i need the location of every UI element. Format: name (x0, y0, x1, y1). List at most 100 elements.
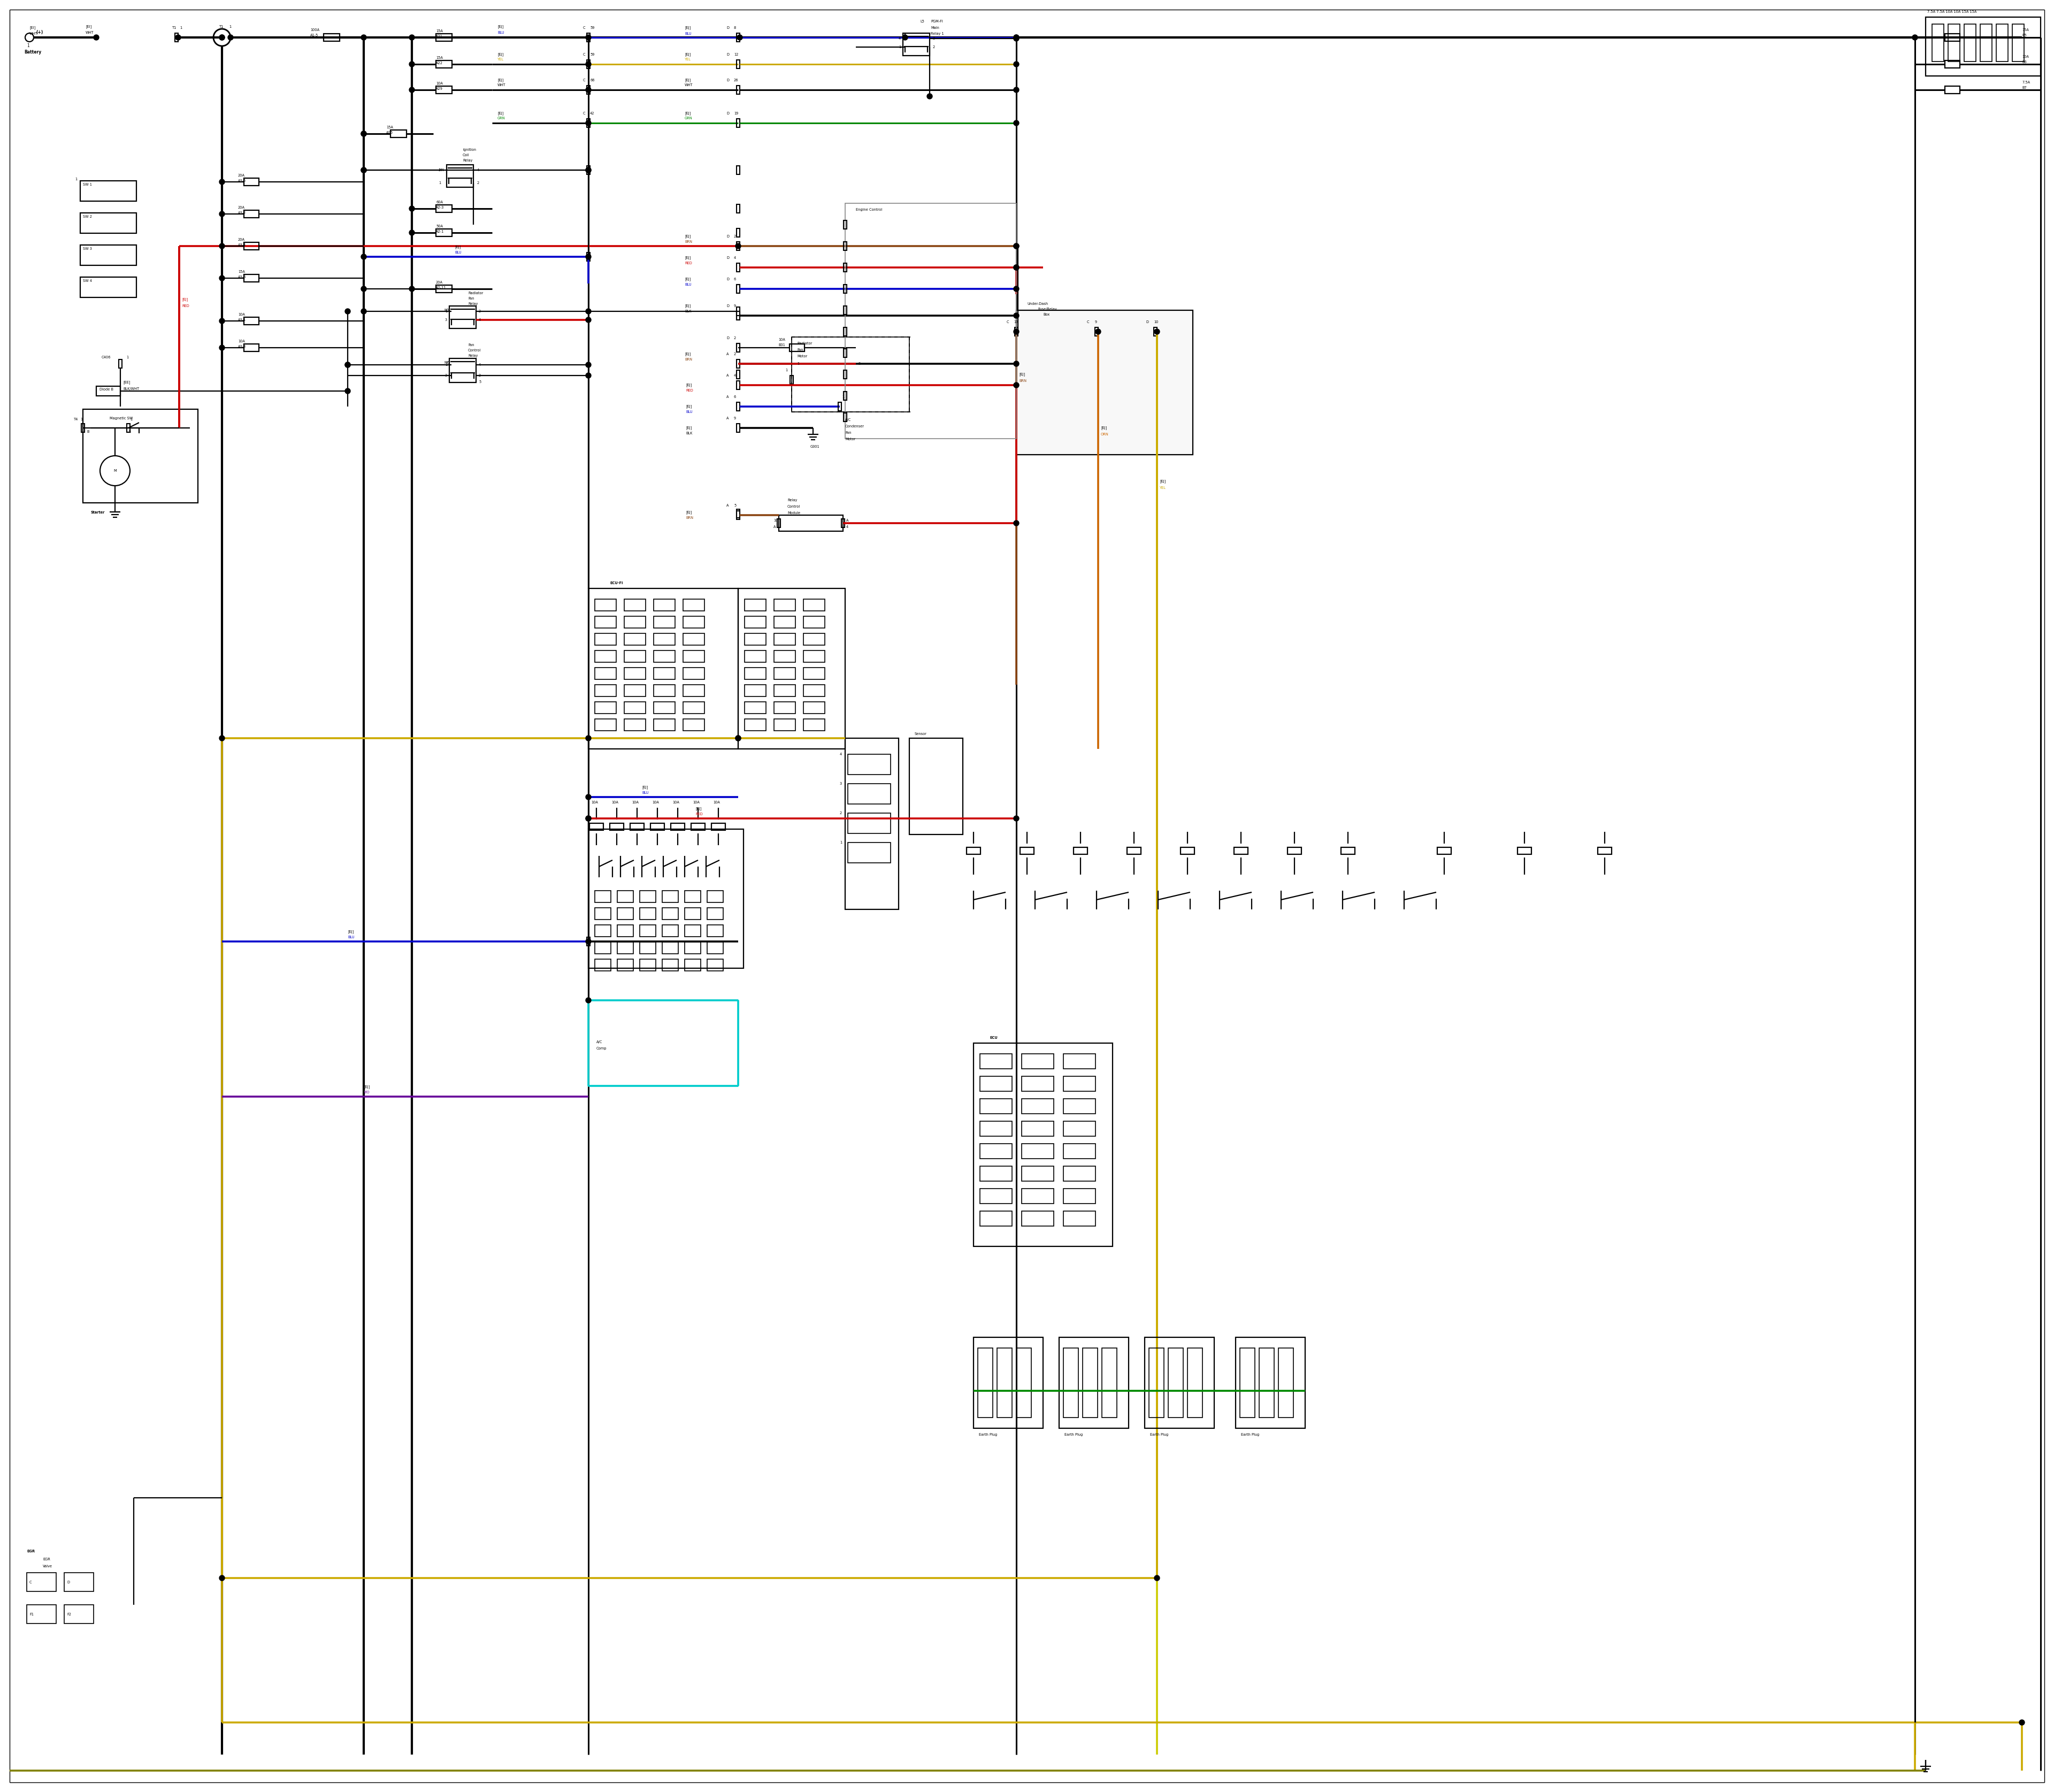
Bar (684, 633, 705, 645)
Text: 2: 2 (479, 310, 481, 314)
Text: WHT: WHT (29, 32, 37, 36)
Text: Valve: Valve (43, 1564, 53, 1568)
Text: A3-2: A3-2 (238, 211, 246, 215)
Text: SW 4: SW 4 (82, 280, 92, 283)
Text: Fan: Fan (797, 348, 803, 351)
Bar (684, 668, 705, 679)
Text: M3: M3 (444, 308, 450, 312)
Text: C: C (29, 1581, 33, 1584)
Text: 10A: 10A (633, 801, 639, 805)
Circle shape (362, 131, 366, 136)
Text: 2: 2 (859, 362, 861, 366)
Circle shape (1013, 265, 1019, 271)
Text: Under-Dash: Under-Dash (1027, 303, 1048, 305)
Text: 15A: 15A (238, 271, 244, 274)
Text: [EJ]: [EJ] (183, 297, 187, 301)
Text: BLU: BLU (454, 251, 462, 254)
Bar (653, 650, 676, 663)
Text: PGM-FI: PGM-FI (930, 20, 943, 23)
Bar (639, 943, 655, 953)
Bar (737, 382, 739, 389)
Text: D: D (727, 278, 729, 281)
Text: T1: T1 (220, 25, 224, 29)
Bar (1933, 23, 1943, 61)
Bar (325, 34, 339, 41)
Bar (684, 943, 700, 953)
Bar (1341, 848, 1356, 855)
Bar (435, 229, 452, 237)
Bar (967, 848, 980, 855)
Bar (618, 959, 633, 971)
Bar (844, 349, 846, 357)
Text: D: D (727, 54, 729, 56)
Text: B: B (86, 430, 88, 434)
Text: YEL: YEL (684, 57, 690, 61)
Circle shape (1013, 120, 1019, 125)
Text: 66: 66 (589, 79, 594, 82)
Circle shape (1013, 287, 1019, 292)
Text: RED: RED (183, 305, 189, 308)
Text: [EJ]: [EJ] (686, 405, 692, 409)
Bar (1964, 23, 1976, 61)
Bar (119, 360, 121, 367)
Bar (844, 306, 846, 315)
Text: [EJ]: [EJ] (1161, 480, 1167, 484)
Circle shape (409, 61, 415, 66)
Text: Comp: Comp (596, 1047, 606, 1050)
Text: C: C (583, 54, 585, 56)
Bar (1259, 1348, 1273, 1417)
Text: A2-1: A2-1 (435, 229, 444, 233)
Bar (737, 509, 739, 518)
Bar (639, 925, 655, 937)
Text: A: A (846, 520, 848, 521)
Bar (244, 274, 259, 281)
Bar (1278, 1348, 1294, 1417)
Text: 3: 3 (933, 38, 935, 39)
Text: A: A (727, 396, 729, 398)
Bar (844, 412, 846, 421)
Text: 1: 1 (129, 418, 131, 421)
Bar (1237, 1337, 1304, 1428)
Text: Motor: Motor (797, 355, 807, 358)
Text: A3-5: A3-5 (238, 179, 246, 183)
Bar (1187, 1348, 1202, 1417)
Bar (737, 263, 739, 272)
Bar (737, 588, 844, 749)
Text: WHT: WHT (684, 84, 692, 86)
Text: 4: 4 (479, 319, 481, 321)
Text: 3: 3 (446, 375, 448, 376)
Bar (587, 59, 589, 68)
Bar (803, 633, 826, 645)
Bar (842, 520, 844, 527)
Circle shape (220, 179, 224, 185)
Text: 1: 1 (900, 45, 902, 48)
Text: 4: 4 (479, 364, 481, 366)
Bar (80, 213, 136, 233)
Text: B6: B6 (2021, 61, 2027, 65)
Bar (2013, 23, 2023, 61)
Bar (1060, 1337, 1128, 1428)
Text: C: C (583, 27, 585, 29)
Text: [EJ]: [EJ] (684, 79, 690, 82)
Bar (1064, 1098, 1095, 1113)
Circle shape (220, 346, 224, 351)
Circle shape (585, 317, 592, 323)
Text: 1: 1 (797, 362, 799, 366)
Text: [EJ]: [EJ] (686, 511, 692, 514)
Bar (661, 909, 678, 919)
Bar (744, 668, 766, 679)
Text: 10: 10 (1154, 321, 1158, 324)
Bar (587, 34, 589, 41)
Circle shape (735, 244, 741, 249)
Text: C: C (1006, 321, 1009, 324)
Bar (639, 891, 655, 903)
Circle shape (585, 815, 592, 821)
Circle shape (585, 167, 592, 172)
Text: D: D (727, 27, 729, 29)
Bar (744, 599, 766, 611)
Text: 1: 1 (125, 357, 129, 358)
Text: 2: 2 (733, 353, 735, 357)
Text: [EJ]: [EJ] (684, 52, 690, 56)
Bar (1095, 328, 1099, 335)
Text: 2: 2 (733, 337, 735, 340)
